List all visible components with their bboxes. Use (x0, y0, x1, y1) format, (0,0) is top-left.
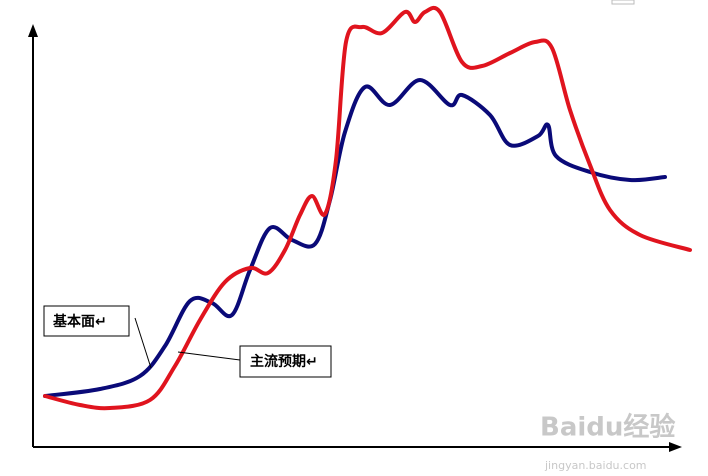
label-box (239, 345, 332, 378)
watermark-url: jingyan.baidu.com (544, 459, 647, 472)
fundamental-label: 基本面↵ (53, 313, 107, 330)
watermark: Baidu经验 (540, 412, 675, 443)
expectation-label: 主流预期↵ (250, 353, 318, 370)
leader-line (134, 317, 152, 369)
label-box (43, 305, 130, 337)
expectation-curve (43, 5, 692, 411)
frame-corner (611, 0, 635, 5)
horizontal-arrow (669, 442, 682, 452)
fundamental-curve (43, 78, 667, 398)
leader-line (177, 351, 241, 361)
vertical-arrow (28, 24, 38, 37)
